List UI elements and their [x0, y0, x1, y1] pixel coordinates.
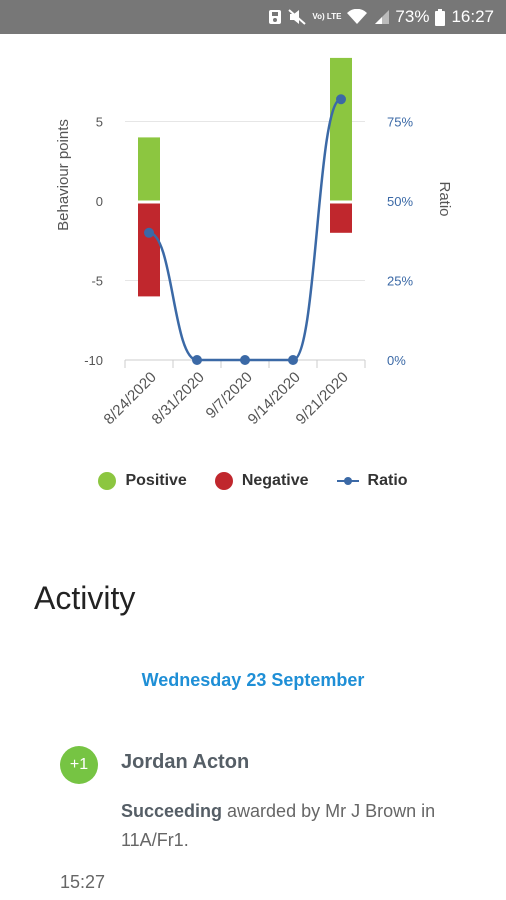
ratio-swatch — [336, 474, 359, 488]
y2-axis-title: Ratio — [436, 181, 453, 216]
signal-icon — [373, 9, 390, 25]
y-tick-label: 0 — [96, 194, 103, 209]
chart-svg: 5 0 -5 -10 75% 50% 25% 0% Behaviour points Ratio 8… — [55, 57, 453, 428]
x-tick-label: 8/31/2020 — [149, 369, 208, 428]
battery-icon — [435, 8, 446, 26]
clock-time: 16:27 — [451, 7, 494, 26]
ratio-point — [336, 94, 346, 105]
x-tick-label: 9/21/2020 — [293, 369, 352, 428]
save-icon — [268, 9, 282, 25]
positive-swatch — [98, 472, 117, 490]
ratio-point — [288, 355, 298, 365]
wifi-icon — [347, 9, 368, 25]
activity-date[interactable]: Wednesday 23 September — [141, 670, 365, 690]
y-tick-label: 5 — [96, 115, 103, 130]
chart-legend: Positive Negative Ratio — [0, 472, 506, 490]
behaviour-name: Succeeding — [121, 801, 223, 821]
ratio-point — [192, 355, 202, 365]
y2-tick-label: 50% — [387, 194, 413, 209]
legend-item-negative[interactable]: Negative — [214, 472, 309, 490]
y-tick-label: -5 — [91, 274, 103, 289]
y2-tick-label: 0% — [387, 353, 406, 368]
ratio-point — [144, 227, 154, 238]
legend-label-positive: Positive — [125, 472, 187, 489]
y-axis-title: Behaviour points — [55, 119, 72, 231]
legend-item-ratio[interactable]: Ratio — [336, 472, 408, 490]
ratio-point — [240, 355, 250, 365]
y2-tick-label: 75% — [387, 115, 413, 130]
negative-swatch — [214, 472, 233, 490]
legend-label-negative: Negative — [241, 472, 309, 489]
bar-negative — [138, 201, 160, 297]
mute-icon — [288, 9, 307, 25]
legend-label-ratio: Ratio — [367, 472, 408, 489]
legend-item-positive[interactable]: Positive — [98, 472, 187, 490]
activity-time: 15:27 — [60, 872, 106, 892]
activity-detail: awarded by Mr J Brown in 11A/Fr1. — [121, 801, 436, 850]
student-name[interactable]: Jordan Acton — [121, 751, 250, 773]
bar-positive — [330, 57, 352, 202]
volte-indicator: Vo) LTE — [312, 12, 342, 21]
y2-tick-label: 25% — [387, 274, 413, 289]
activity-heading: Activity — [34, 580, 136, 616]
battery-percent: 73% — [395, 7, 430, 26]
behaviour-chart: 5 0 -5 -10 75% 50% 25% 0% Behaviour points Ratio 8… — [0, 34, 506, 534]
activity-description: Succeeding awarded by Mr J Brown in 11A/… — [121, 797, 481, 855]
ratio-line — [148, 97, 342, 362]
points-badge: +1 — [60, 746, 98, 784]
y-tick-label: -10 — [84, 353, 103, 368]
bar-positive — [138, 137, 160, 201]
status-bar: Vo) LTE 73% 16:27 — [0, 0, 506, 34]
bar-negative — [330, 201, 352, 233]
